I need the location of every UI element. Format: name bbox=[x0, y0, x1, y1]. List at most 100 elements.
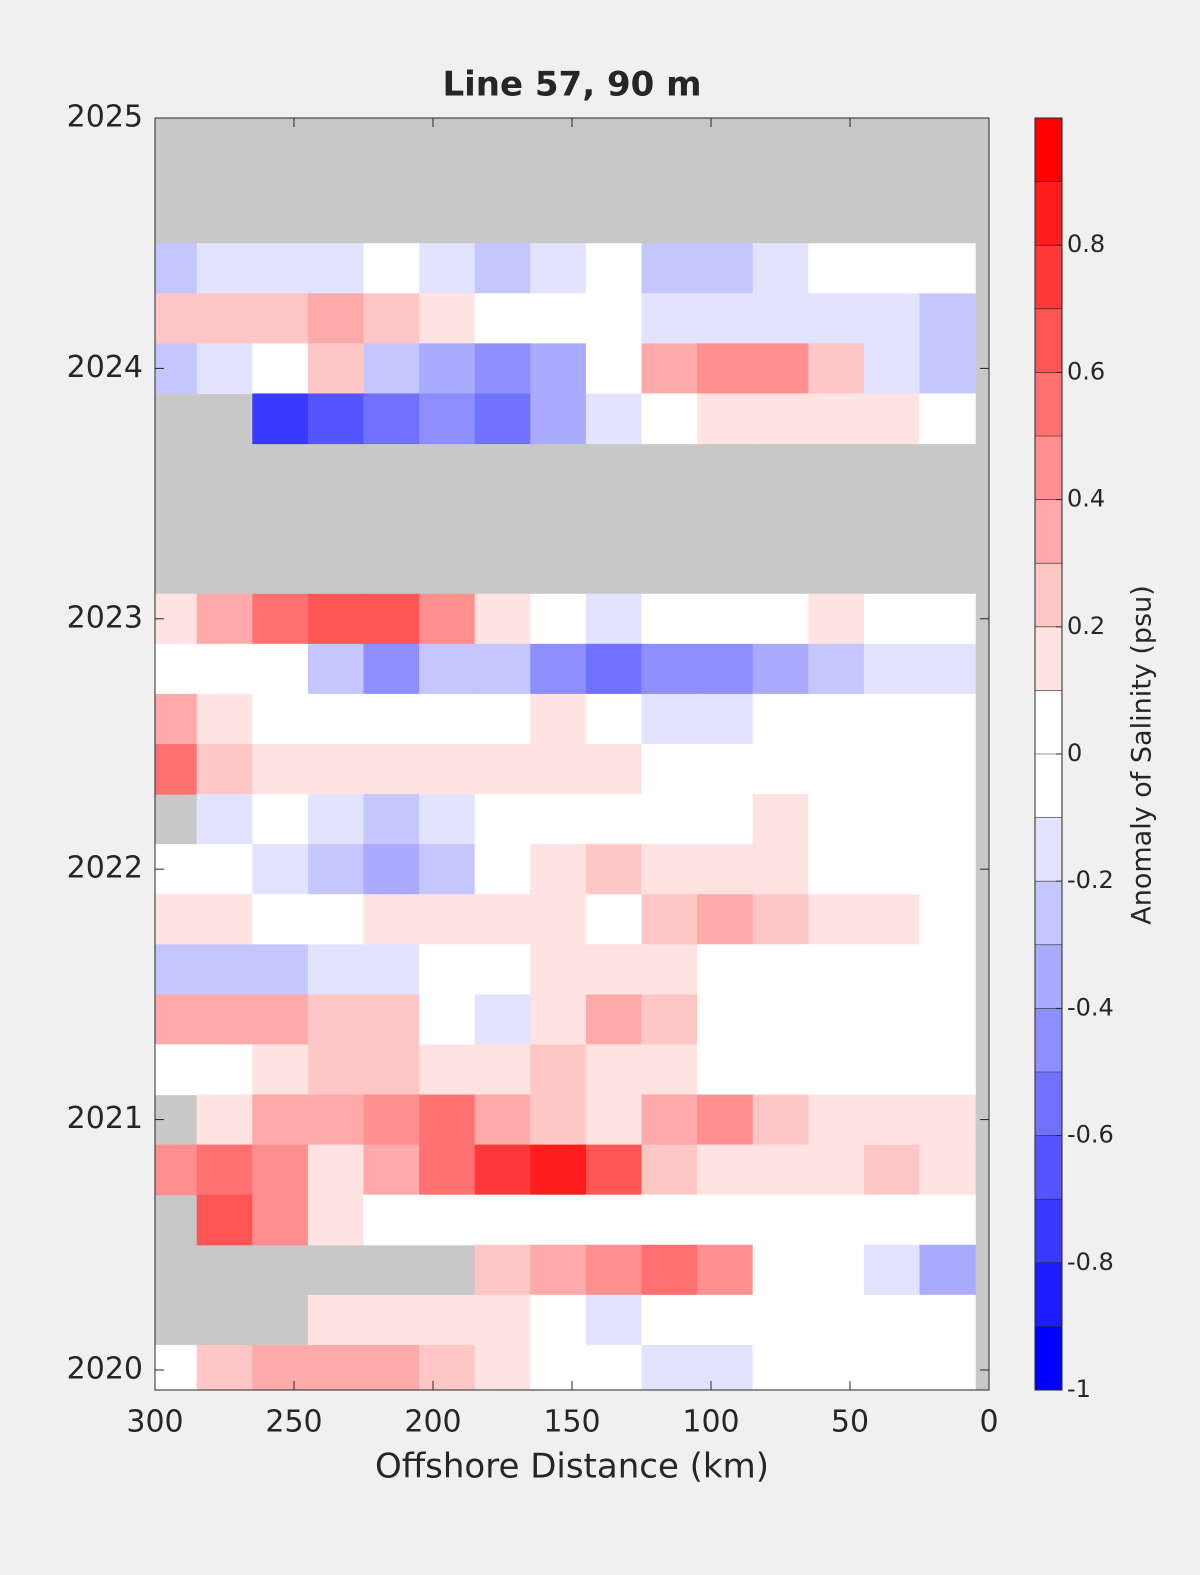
y-tick-label: 2023 bbox=[67, 600, 143, 635]
colorbar-band bbox=[1035, 372, 1062, 437]
cell bbox=[363, 643, 420, 695]
cell bbox=[196, 944, 253, 995]
cell bbox=[307, 1294, 365, 1346]
cell bbox=[863, 1344, 921, 1390]
cell bbox=[363, 794, 420, 845]
cell bbox=[252, 743, 309, 795]
cell bbox=[474, 1094, 531, 1146]
cell bbox=[252, 994, 309, 1046]
cell bbox=[307, 994, 365, 1046]
x-tick-label: 50 bbox=[831, 1405, 869, 1440]
cell bbox=[752, 794, 809, 845]
cell bbox=[808, 343, 865, 395]
cell bbox=[419, 1044, 476, 1096]
cell bbox=[641, 293, 698, 344]
cell bbox=[752, 643, 809, 695]
cell bbox=[641, 1344, 698, 1390]
cell bbox=[474, 593, 531, 645]
cell bbox=[808, 994, 865, 1046]
cell bbox=[419, 693, 476, 745]
cell bbox=[363, 1144, 420, 1196]
cell bbox=[155, 1144, 198, 1196]
cell bbox=[919, 894, 976, 945]
cell bbox=[196, 844, 253, 895]
cell bbox=[863, 643, 921, 695]
cell bbox=[641, 693, 698, 745]
cell bbox=[585, 643, 643, 695]
cell bbox=[155, 343, 198, 395]
cell bbox=[808, 1244, 865, 1296]
cell bbox=[641, 743, 698, 795]
colorbar-band bbox=[1035, 1199, 1062, 1264]
cell bbox=[307, 1044, 365, 1096]
cell bbox=[919, 643, 976, 695]
cell bbox=[697, 643, 754, 695]
cell bbox=[752, 1294, 809, 1346]
cell bbox=[585, 944, 643, 995]
cell bbox=[474, 1144, 531, 1196]
colorbar-tick-label: 0 bbox=[1067, 739, 1082, 767]
cell bbox=[585, 1344, 643, 1390]
cell bbox=[530, 1244, 587, 1296]
cell bbox=[252, 1044, 309, 1096]
x-tick-label: 250 bbox=[265, 1405, 322, 1440]
cell bbox=[530, 894, 587, 945]
cell bbox=[585, 794, 643, 845]
cell bbox=[419, 393, 476, 445]
cell bbox=[530, 293, 587, 344]
cell bbox=[919, 293, 976, 344]
colorbar-band bbox=[1035, 944, 1062, 1009]
cell bbox=[363, 844, 420, 895]
y-tick-label: 2020 bbox=[67, 1351, 143, 1386]
cell bbox=[641, 1144, 698, 1196]
cell bbox=[252, 693, 309, 745]
cell bbox=[363, 743, 420, 795]
cell bbox=[863, 743, 921, 795]
cell bbox=[419, 743, 476, 795]
cell bbox=[363, 1044, 420, 1096]
cell bbox=[808, 643, 865, 695]
cell bbox=[196, 1344, 253, 1390]
cell bbox=[919, 743, 976, 795]
cell bbox=[307, 944, 365, 995]
cell bbox=[863, 343, 921, 395]
cell bbox=[363, 1094, 420, 1146]
colorbar-band bbox=[1035, 1008, 1062, 1073]
cell bbox=[752, 593, 809, 645]
cell bbox=[863, 593, 921, 645]
colorbar-band bbox=[1035, 245, 1062, 310]
x-tick-label: 150 bbox=[543, 1405, 600, 1440]
cell bbox=[752, 1194, 809, 1246]
cell bbox=[752, 1044, 809, 1096]
cell bbox=[752, 343, 809, 395]
cell bbox=[808, 944, 865, 995]
cell bbox=[155, 243, 198, 294]
cell bbox=[196, 693, 253, 745]
colorbar-tick-label: 0.4 bbox=[1067, 485, 1105, 513]
cell bbox=[196, 994, 253, 1046]
cell bbox=[530, 944, 587, 995]
colorbar-band bbox=[1035, 1326, 1062, 1391]
cell bbox=[530, 1344, 587, 1390]
cell bbox=[363, 894, 420, 945]
cell bbox=[530, 693, 587, 745]
colorbar-band bbox=[1035, 181, 1062, 246]
cell bbox=[641, 1194, 698, 1246]
cell bbox=[919, 1194, 976, 1246]
cell bbox=[585, 1044, 643, 1096]
cell bbox=[863, 1294, 921, 1346]
cell bbox=[474, 393, 531, 445]
cell bbox=[585, 593, 643, 645]
cell bbox=[697, 794, 754, 845]
cell bbox=[641, 844, 698, 895]
cell bbox=[196, 593, 253, 645]
cell bbox=[808, 293, 865, 344]
colorbar-band bbox=[1035, 499, 1062, 564]
cell bbox=[697, 293, 754, 344]
cell bbox=[252, 894, 309, 945]
cell bbox=[585, 743, 643, 795]
cell bbox=[752, 743, 809, 795]
cell bbox=[641, 894, 698, 945]
x-tick-label: 0 bbox=[979, 1405, 998, 1440]
